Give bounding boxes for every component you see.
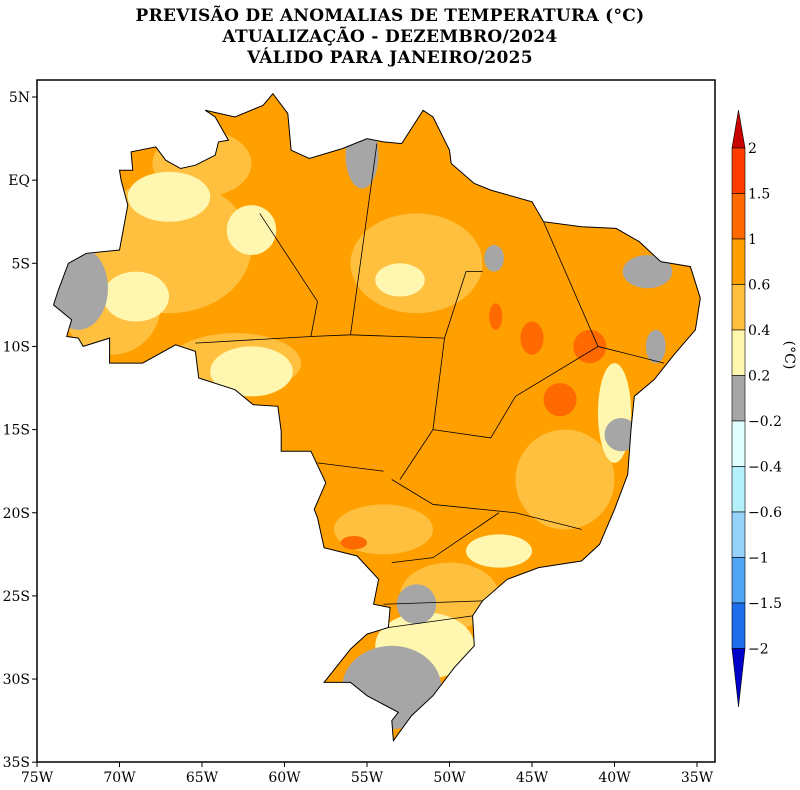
map-frame bbox=[36, 79, 716, 763]
lat-tick-label: 5N bbox=[9, 90, 30, 106]
colorbar-segment bbox=[731, 284, 746, 331]
axis-ticks: 75W 70W 65W 60W 55W 50W 45W 40W 35W 5N EQ 5S 10S 15S 2… bbox=[3, 90, 714, 786]
anomaly-region bbox=[127, 171, 211, 222]
lon-tick-label: 50W bbox=[433, 770, 466, 786]
state-borders bbox=[195, 143, 665, 628]
map-title-line2: ATUALIZAÇÃO - DEZEMBRO/2024 bbox=[222, 27, 558, 47]
anomaly-region bbox=[340, 536, 367, 550]
state-border bbox=[391, 512, 500, 564]
colorbar-segment bbox=[731, 420, 746, 467]
colorbar-segment bbox=[731, 557, 746, 604]
colorbar-segment bbox=[731, 147, 746, 194]
anomaly-region bbox=[573, 329, 607, 364]
state-border bbox=[597, 346, 665, 364]
colorbar-segment bbox=[731, 375, 746, 422]
colorbar-segment bbox=[731, 193, 746, 240]
anomaly-region bbox=[226, 205, 277, 255]
lon-tick-label: 60W bbox=[268, 770, 301, 786]
anomaly-region bbox=[604, 417, 638, 452]
colorbar-segment bbox=[731, 511, 746, 558]
colorbar-segment bbox=[731, 238, 746, 285]
anomaly-region bbox=[520, 321, 544, 355]
colorbar-label: 0.4 bbox=[748, 323, 770, 339]
lat-tick-label: 20S bbox=[3, 506, 30, 522]
lat-tick-label: 35S bbox=[3, 755, 30, 771]
lon-tick-label: 45W bbox=[516, 770, 549, 786]
state-border bbox=[383, 600, 483, 605]
colorbar-label: −2 bbox=[748, 642, 769, 658]
lon-tick-label: 70W bbox=[103, 770, 136, 786]
lat-tick-label: 5S bbox=[12, 256, 31, 272]
anomaly-region bbox=[350, 213, 483, 314]
colorbar-label: 0.2 bbox=[748, 369, 770, 385]
state-border bbox=[195, 213, 318, 344]
colorbar-label: −1 bbox=[748, 551, 769, 567]
lat-tick-label: EQ bbox=[8, 173, 30, 189]
colorbar-label: 1.5 bbox=[748, 187, 770, 203]
colorbar-segment bbox=[731, 602, 746, 649]
lat-tick-label: 15S bbox=[3, 423, 30, 439]
state-border bbox=[388, 615, 473, 628]
anomaly-region bbox=[396, 584, 437, 625]
anomaly-region bbox=[484, 245, 504, 272]
colorbar-segment bbox=[731, 329, 746, 376]
anomaly-region bbox=[489, 303, 503, 330]
anomaly-region bbox=[345, 121, 379, 189]
anomaly-region bbox=[622, 254, 673, 289]
state-border bbox=[432, 396, 516, 439]
lat-tick-label: 25S bbox=[3, 589, 30, 605]
state-border bbox=[444, 271, 483, 339]
map-title-line1: PREVISÃO DE ANOMALIAS DE TEMPERATURA (°C… bbox=[135, 6, 645, 26]
colorbar-min-arrow bbox=[731, 648, 746, 708]
state-border bbox=[350, 334, 445, 339]
colorbar-max-arrow bbox=[731, 109, 746, 149]
anomaly-region bbox=[466, 534, 532, 568]
colorbar-segment bbox=[731, 466, 746, 513]
lon-tick-label: 65W bbox=[186, 770, 219, 786]
colorbar-unit: (°C) bbox=[781, 341, 797, 370]
anomaly-region bbox=[210, 346, 293, 397]
colorbar-label: 0.6 bbox=[748, 278, 770, 294]
colorbar: 2 1.5 1 0.6 0.4 0.2 −0.2 −0.4 −0.6 −1 −1.5 −2 (°C) bbox=[731, 109, 797, 708]
lon-tick-label: 55W bbox=[351, 770, 384, 786]
anomaly-region bbox=[53, 246, 108, 330]
map-title-line3: VÁLIDO PARA JANEIRO/2025 bbox=[247, 48, 533, 68]
brazil-outline bbox=[52, 92, 701, 742]
state-border bbox=[317, 462, 384, 472]
colorbar-label: −0.2 bbox=[748, 414, 782, 430]
anomaly-region bbox=[103, 271, 169, 322]
colorbar-label: −0.4 bbox=[748, 460, 782, 476]
state-border bbox=[391, 479, 582, 530]
anomaly-region bbox=[543, 383, 577, 417]
anomaly-fields bbox=[53, 93, 701, 741]
lat-tick-label: 10S bbox=[3, 339, 30, 355]
lon-tick-label: 75W bbox=[21, 770, 54, 786]
colorbar-label: −0.6 bbox=[748, 505, 782, 521]
colorbar-label: 2 bbox=[748, 141, 757, 157]
anomaly-region bbox=[515, 429, 615, 530]
lon-tick-label: 40W bbox=[598, 770, 631, 786]
colorbar-label: −1.5 bbox=[748, 596, 782, 612]
state-border bbox=[310, 143, 378, 337]
anomaly-region bbox=[375, 263, 425, 297]
lon-tick-label: 35W bbox=[681, 770, 714, 786]
colorbar-label: 1 bbox=[748, 232, 757, 248]
anomaly-region bbox=[645, 329, 666, 364]
lat-tick-label: 30S bbox=[3, 672, 30, 688]
